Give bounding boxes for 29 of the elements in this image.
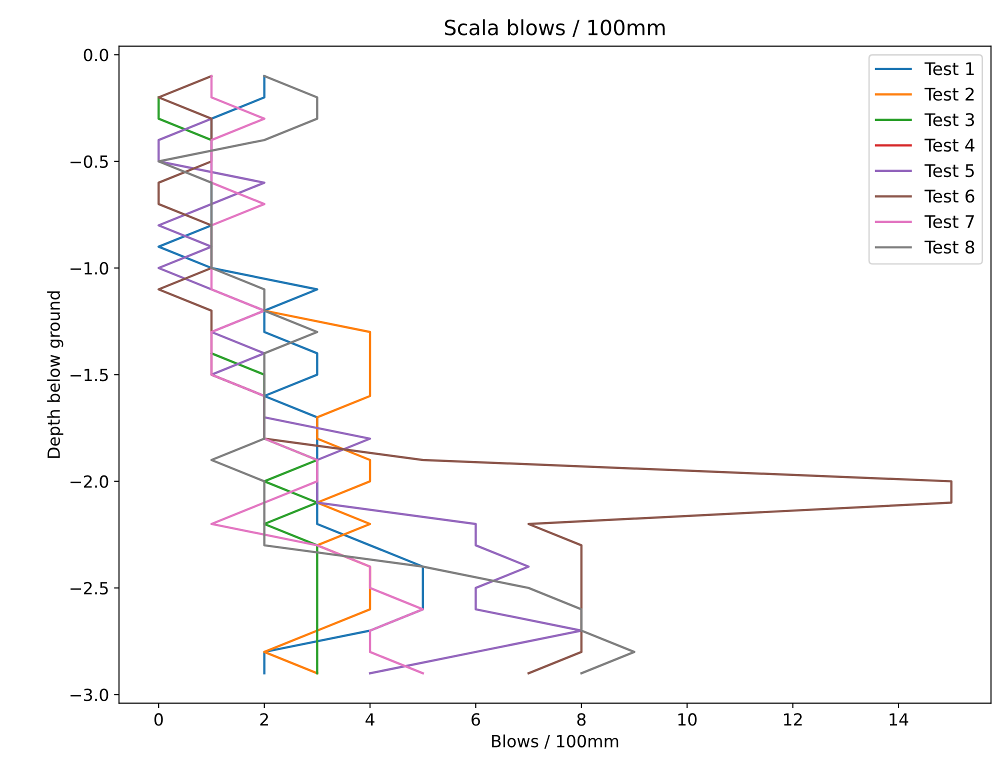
legend-label: Test 4 <box>924 138 974 152</box>
legend-label: Test 7 <box>924 215 974 228</box>
x-tick-label: 14 <box>890 713 908 726</box>
y-tick-label: −2.5 <box>70 582 108 595</box>
y-tick-label: 0.0 <box>84 48 108 62</box>
legend-label: Test 5 <box>924 164 974 178</box>
x-tick-label: 10 <box>678 713 697 726</box>
legend-label: Test 6 <box>924 190 974 203</box>
x-axis-title: Blows / 100mm <box>492 734 618 749</box>
x-tick-label: 4 <box>366 713 374 726</box>
x-tick-label: 0 <box>154 713 163 726</box>
y-tick-label: −1.0 <box>70 262 108 275</box>
line-series <box>158 74 636 674</box>
y-axis-title: Depth below ground <box>47 291 64 458</box>
line-series <box>210 74 424 674</box>
y-tick-label: −3.0 <box>70 688 108 702</box>
legend-label: Test 1 <box>924 62 974 76</box>
legend-label: Test 2 <box>924 88 974 101</box>
y-tick-label: −1.5 <box>70 368 108 382</box>
y-tick-label: −0.5 <box>70 155 108 168</box>
x-tick-label: 2 <box>260 713 268 726</box>
chart-title: Scala blows / 100mm <box>444 19 665 38</box>
x-tick-label: 12 <box>784 713 802 726</box>
legend-label: Test 3 <box>924 113 974 126</box>
line-series <box>263 310 372 674</box>
x-tick-label: 6 <box>472 713 480 726</box>
legend-label: Test 8 <box>924 240 974 254</box>
y-tick-label: −2.0 <box>70 475 108 488</box>
x-tick-label: 8 <box>577 713 586 726</box>
